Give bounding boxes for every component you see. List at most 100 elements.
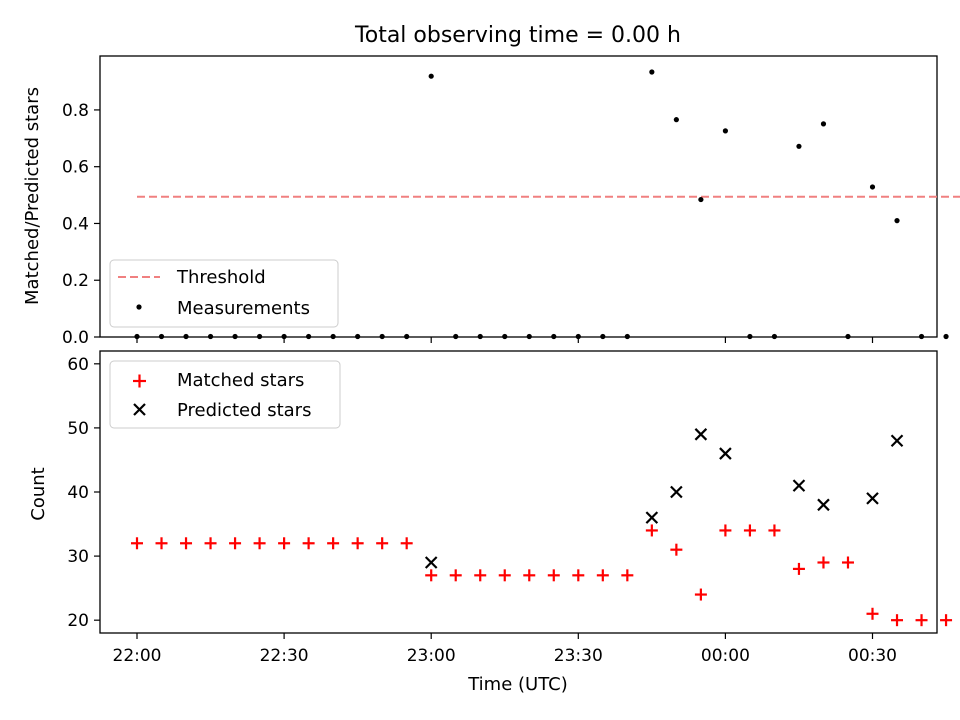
matched-star-point: [572, 569, 585, 582]
matched-star-point: [351, 537, 364, 550]
matched-star-point: [915, 614, 928, 627]
bottom-x-tick-label: 22:30: [260, 646, 309, 666]
measurement-point: [355, 333, 361, 340]
legend-matched-label: Matched stars: [177, 370, 304, 391]
bottom-x-tick-label: 23:00: [407, 646, 456, 666]
measurement-point: [330, 333, 336, 340]
matched-star-point: [229, 537, 242, 550]
measurement-point: [183, 333, 189, 340]
measurement-point: [306, 333, 312, 340]
matched-star-point: [425, 569, 438, 582]
matched-star-point: [547, 569, 560, 582]
predicted-star-point: [670, 485, 683, 499]
matched-star-point: [841, 556, 854, 569]
bottom-legend: Matched stars Predicted stars: [109, 360, 341, 429]
measurement-point: [894, 218, 900, 224]
top-y-tick-label: 0.4: [62, 214, 89, 234]
matched-star-point: [817, 556, 830, 569]
bottom-x-tick-label: 00:00: [701, 646, 750, 666]
measurement-point: [771, 333, 778, 340]
top-y-tick-label: 0.2: [62, 271, 89, 291]
measurement-point: [796, 143, 802, 149]
bottom-x-tick-label: 22:00: [113, 646, 162, 666]
bottom-y-tick-label: 50: [67, 419, 89, 439]
matched-star-point: [694, 588, 707, 601]
measurement-point: [207, 333, 214, 340]
measurement-point: [845, 333, 851, 340]
bottom-legend-box: [109, 360, 341, 429]
bottom-x-tick-label: 23:30: [554, 646, 603, 666]
matched-star-point: [891, 614, 904, 627]
matched-star-point: [449, 569, 462, 582]
bottom-y-axis: 20 30 40 50 60: [67, 355, 100, 631]
matched-star-point: [253, 537, 266, 550]
legend-measurements-swatch: [136, 304, 142, 310]
matched-star-point: [180, 537, 193, 550]
measurement-point: [526, 333, 532, 340]
matched-star-point: [743, 524, 756, 537]
bottom-y-tick-label: 60: [67, 355, 89, 375]
measurement-point: [477, 333, 483, 340]
matched-star-point: [596, 569, 609, 582]
matched-star-point: [474, 569, 487, 582]
bottom-y-axis-label: Count: [28, 467, 49, 520]
measurement-point: [502, 333, 508, 340]
matched-star-point: [645, 524, 658, 537]
matched-star-point: [670, 543, 683, 556]
matched-star-point: [400, 537, 413, 550]
bottom-x-axis: 22:0022:3023:0023:3000:0000:3001:0001:30…: [113, 633, 897, 666]
top-legend: Threshold Measurements: [109, 259, 339, 328]
legend-measurements-label: Measurements: [177, 298, 310, 319]
figure-title: Total observing time = 0.00 h: [354, 23, 681, 48]
matched-star-point: [719, 524, 732, 537]
matched-star-point: [327, 537, 340, 550]
top-y-tick-label: 0.8: [62, 101, 89, 121]
bottom-x-tick-label: 00:30: [848, 646, 897, 666]
matched-star-point: [498, 569, 511, 582]
matched-star-point: [155, 537, 168, 550]
legend-matched-swatch: [133, 374, 146, 388]
measurement-point: [943, 333, 949, 340]
measurement-point: [820, 121, 827, 127]
legend-predicted-swatch: [133, 403, 146, 416]
predicted-star-point: [645, 511, 659, 524]
matched-star-point: [131, 537, 143, 550]
predicted-star-point: [719, 447, 732, 460]
matched-star-point: [302, 537, 315, 550]
measurement-point: [453, 333, 459, 340]
measurement-point: [428, 73, 434, 79]
predicted-star-point: [817, 498, 830, 512]
predicted-star-point: [890, 434, 904, 448]
matched-star-point: [204, 537, 217, 550]
top-panel: 0.00.20.40.60.8 Matched/Predicted stars …: [22, 55, 960, 348]
measurement-point: [379, 333, 385, 340]
matched-star-point: [768, 524, 781, 537]
matched-star-point: [940, 614, 953, 627]
predicted-star-point: [792, 479, 806, 492]
legend-threshold-label: Threshold: [176, 267, 266, 288]
measurement-point: [158, 333, 165, 340]
matched-star-point: [866, 607, 879, 620]
measurement-point: [649, 69, 655, 75]
predicted-star-point: [694, 428, 708, 441]
top-marks: [134, 69, 960, 340]
top-y-axis: 0.0 0.2 0.4 0.6 0.8: [62, 101, 100, 348]
predicted-star-point: [424, 556, 438, 569]
measurement-point: [624, 333, 630, 340]
top-legend-box: [109, 259, 339, 328]
top-y-tick-label: 0.0: [62, 328, 89, 348]
measurement-point: [918, 333, 925, 340]
bottom-marks: [131, 428, 953, 627]
legend-predicted-label: Predicted stars: [177, 400, 311, 421]
matched-star-point: [376, 537, 389, 550]
measurement-point: [551, 333, 557, 340]
predicted-star-point: [866, 492, 879, 505]
matched-star-point: [278, 537, 291, 550]
measurement-point: [600, 333, 606, 340]
bottom-y-tick-label: 30: [67, 547, 89, 567]
measurement-point: [673, 117, 679, 123]
measurement-point: [134, 333, 140, 340]
matched-star-point: [792, 562, 805, 575]
measurement-point: [404, 333, 410, 340]
